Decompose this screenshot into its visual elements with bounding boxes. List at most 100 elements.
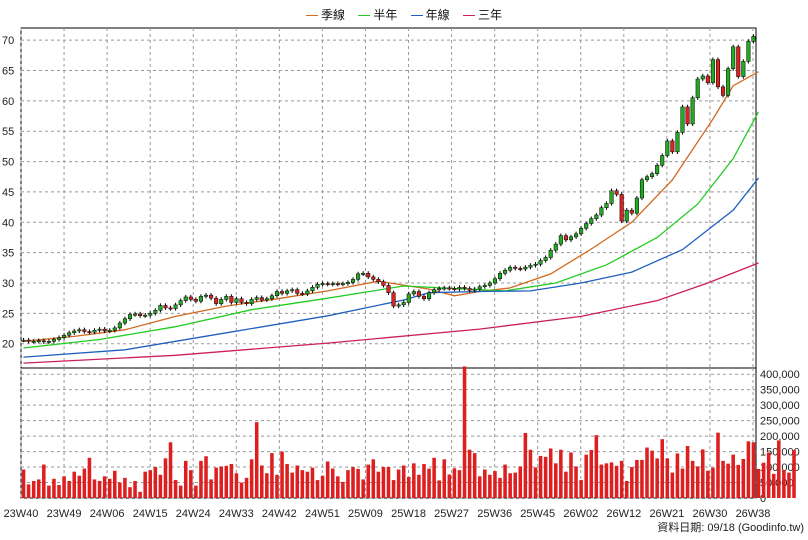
volume-bar: [123, 477, 127, 498]
volume-bar: [751, 442, 756, 498]
candle-body: [315, 283, 320, 288]
candle-body: [477, 286, 482, 290]
candle-body: [421, 296, 427, 300]
volume-bar: [716, 432, 720, 498]
volume-bar: [706, 470, 710, 498]
volume-bar: [488, 474, 492, 498]
volume-bar: [178, 485, 183, 498]
volume-bar: [275, 474, 279, 498]
volume-bar: [113, 470, 117, 498]
candle-body: [594, 214, 599, 219]
candle-body: [447, 287, 452, 290]
volume-bar: [630, 467, 634, 498]
candle-body: [700, 75, 705, 80]
legend-swatch-quarter: [305, 15, 318, 17]
volume-bar: [528, 449, 533, 498]
volume-bar: [300, 470, 305, 498]
price-tick-label: 30: [2, 278, 14, 290]
price-tick-label: 45: [2, 187, 14, 199]
volume-bar: [57, 485, 61, 498]
volume-bar: [407, 476, 411, 498]
volume-bar: [452, 468, 457, 498]
volume-bar: [189, 470, 193, 498]
candle-body: [290, 289, 295, 292]
volume-bar: [569, 452, 573, 498]
candle-body: [320, 283, 325, 286]
volume-bar: [650, 450, 654, 498]
x-tick-label: 26W02: [563, 508, 598, 520]
volume-bar: [412, 463, 416, 498]
volume-bar: [401, 465, 406, 498]
volume-bar: [229, 463, 234, 498]
candle-body: [624, 209, 629, 222]
candle-body: [92, 330, 97, 333]
candle-body: [148, 313, 153, 316]
candle-body: [36, 340, 41, 343]
volume-bar: [341, 481, 345, 498]
legend-label-three-year: 三年: [478, 8, 503, 22]
candle-body: [310, 287, 315, 292]
volume-bar: [31, 480, 36, 498]
ma-line-年線: [23, 177, 760, 358]
volume-bar: [107, 478, 112, 498]
candle-body: [715, 59, 721, 88]
candle-body: [492, 278, 497, 284]
volume-bar: [422, 463, 426, 498]
candle-body: [117, 322, 122, 329]
x-tick-label: 25W18: [391, 508, 426, 520]
candle-body: [224, 296, 229, 300]
volume-bar: [442, 459, 447, 498]
volume-bar: [336, 476, 340, 498]
candle-body: [244, 302, 249, 304]
volume-bar: [417, 474, 421, 498]
volume-bar: [183, 460, 188, 498]
volume-bar: [224, 465, 229, 498]
volume-bar: [437, 480, 441, 498]
volume-bar: [624, 480, 629, 498]
candle-body: [41, 340, 46, 343]
candle-body: [391, 292, 396, 307]
candle-body: [381, 281, 386, 286]
candle-body: [710, 59, 715, 83]
candle-body: [574, 233, 579, 238]
price-tick-label: 35: [2, 248, 14, 260]
candle-body: [584, 223, 589, 229]
volume-bar: [163, 458, 168, 498]
candle-body: [432, 289, 437, 293]
legend: 季線 半年 年線 三年: [0, 6, 808, 23]
volume-bar: [635, 459, 639, 498]
candle-body: [203, 294, 209, 297]
volume-bar: [741, 459, 746, 498]
candle-body: [705, 75, 710, 83]
volume-bar: [52, 478, 56, 498]
volume-bar: [234, 473, 239, 498]
volume-bar: [695, 466, 700, 498]
volume-bar: [239, 482, 244, 498]
candle-body: [350, 279, 356, 283]
volume-tick-label: 0: [760, 493, 766, 505]
volume-bar: [36, 479, 41, 498]
volume-bar: [285, 463, 289, 498]
candle-body: [371, 276, 376, 280]
candle-body: [127, 314, 133, 320]
volume-bar: [265, 473, 269, 498]
volume-bar: [381, 467, 386, 498]
candle-body: [254, 297, 259, 300]
volume-bar: [214, 467, 218, 498]
volume-bar: [82, 468, 87, 498]
candle-body: [518, 268, 523, 270]
candle-body: [406, 293, 411, 303]
candle-body: [604, 203, 609, 208]
x-tick-label: 23W49: [47, 508, 82, 520]
volume-bar: [77, 475, 82, 498]
candle-body: [122, 318, 127, 324]
candle-body: [280, 291, 285, 294]
volume-bar: [726, 463, 730, 498]
candle-body: [143, 314, 148, 317]
candle-body: [173, 304, 178, 309]
legend-label-year: 年線: [425, 8, 450, 22]
volume-bar: [427, 468, 431, 498]
candle-body: [82, 329, 87, 332]
candle-body: [442, 287, 447, 290]
candle-body: [614, 190, 619, 195]
